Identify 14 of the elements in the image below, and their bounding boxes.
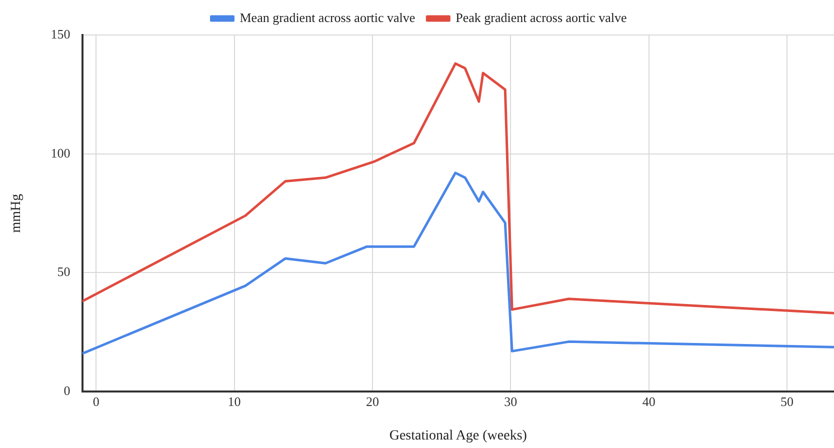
y-axis-title: mmHg — [9, 194, 24, 233]
y-tick-label: 150 — [50, 26, 70, 42]
x-tick-label: 10 — [228, 394, 241, 409]
x-axis-title: Gestational Age (weeks) — [389, 428, 528, 444]
x-tick-label: 0 — [92, 394, 100, 409]
x-tick-label: 30 — [504, 394, 518, 409]
y-tick-label: 50 — [57, 264, 70, 280]
y-tick-label: 0 — [64, 383, 70, 398]
x-tick-label: 20 — [366, 394, 379, 409]
legend-label: Peak gradient across aortic valve — [456, 10, 627, 25]
legend-label: Mean gradient across aortic valve — [240, 10, 416, 25]
x-tick-label: 40 — [642, 394, 656, 409]
y-tick-label: 100 — [50, 145, 70, 160]
x-tick-label: 50 — [780, 394, 794, 409]
